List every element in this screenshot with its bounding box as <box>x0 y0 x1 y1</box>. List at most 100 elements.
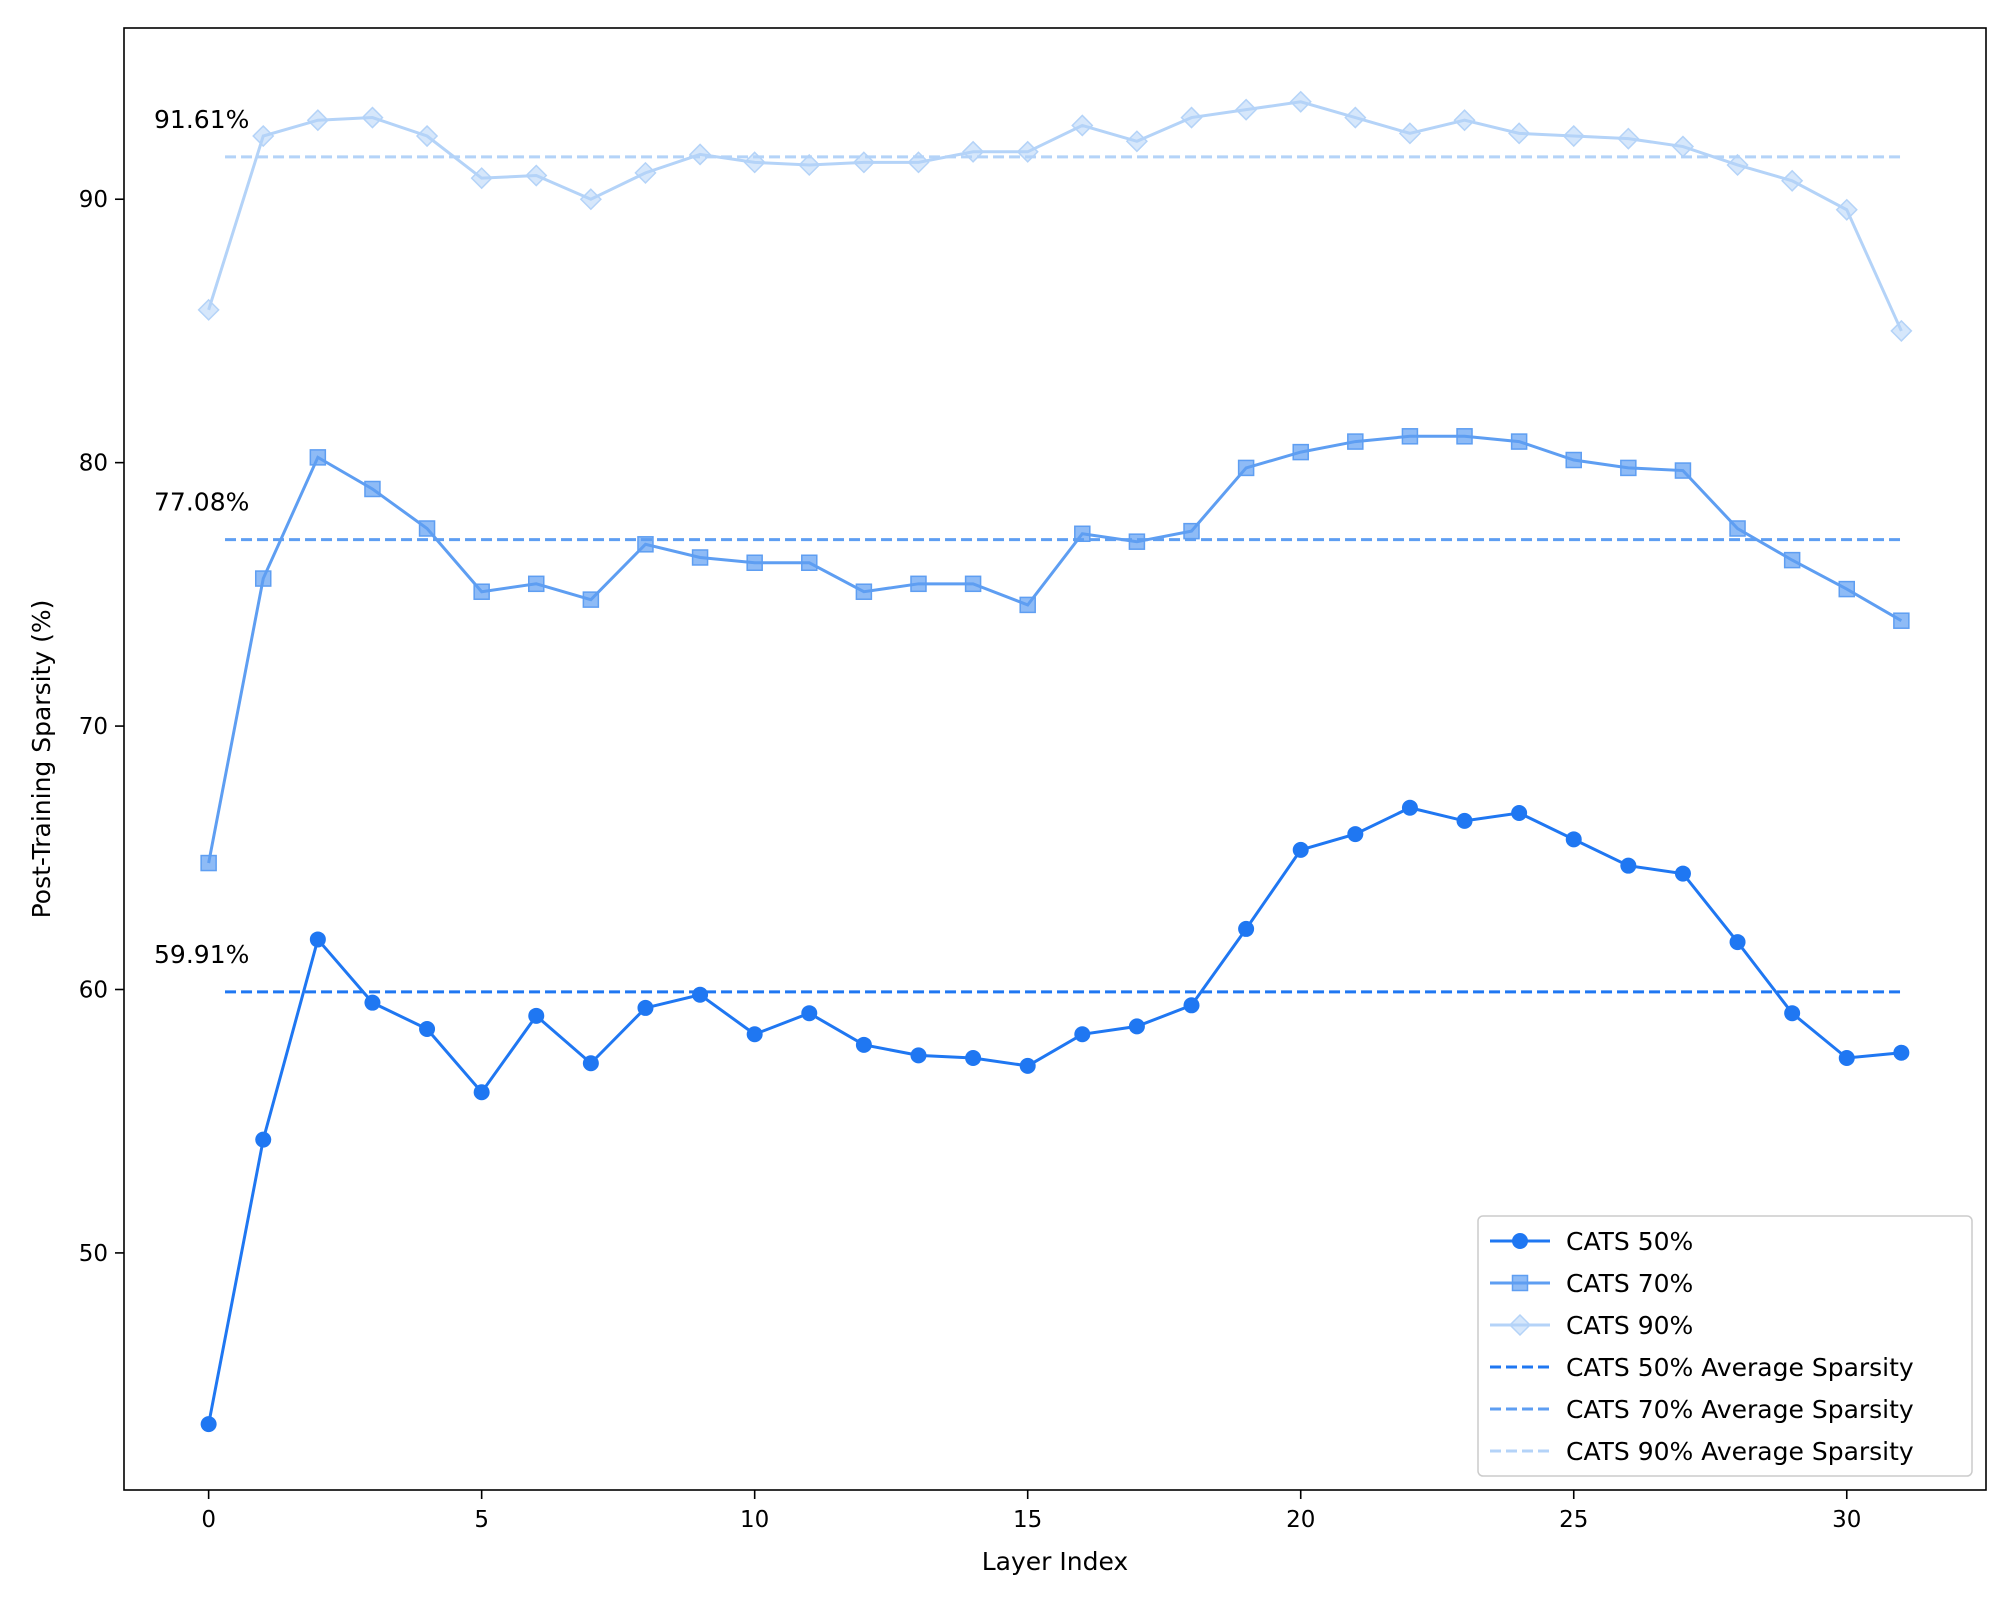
series-cats-70-point <box>1347 433 1364 450</box>
series-cats-70-point <box>309 449 327 466</box>
legend-item: CATS 90% <box>1490 1311 1693 1340</box>
series-cats-70-point <box>1019 596 1036 614</box>
series-cats-90-point <box>798 153 821 177</box>
series-cats-90-point <box>1671 135 1695 158</box>
y-tick-label: 90 <box>79 187 108 213</box>
series-cats-90-point <box>1453 109 1476 132</box>
series-cats-70-point <box>200 854 217 872</box>
axes: 0 5 10 15 20 25 30 50 60 70 80 90 <box>79 27 1987 1533</box>
y-tick-label: 80 <box>79 451 108 477</box>
series-cats-50-point <box>910 1047 927 1064</box>
series-cats-50-point <box>1401 799 1418 816</box>
series-cats-70-point <box>1401 428 1419 445</box>
x-tick-label: 20 <box>1286 1507 1315 1533</box>
series-cats-90-point <box>1344 106 1367 129</box>
series-cats-90-point <box>1508 122 1531 145</box>
y-tick-label: 50 <box>79 1241 108 1267</box>
series-cats-70-point <box>528 575 545 593</box>
series-cats-70-point <box>1128 533 1146 550</box>
series-cats-50-point <box>746 1026 763 1043</box>
x-tick-label: 15 <box>1013 1507 1042 1533</box>
series-cats-50-point <box>1347 826 1364 843</box>
legend-label: CATS 50% Average Sparsity <box>1566 1353 1914 1382</box>
series-cats-50-point <box>1074 1026 1091 1043</box>
y-tick-label: 60 <box>79 977 108 1003</box>
series-cats-70-point <box>691 549 709 566</box>
legend: CATS 50% CATS 70% CATS 90% CATS 50% Average… <box>1477 1215 1973 1477</box>
series-cats-50-point <box>309 931 326 948</box>
series-cats-70-point <box>910 575 927 593</box>
series-cats-50-point <box>1128 1018 1145 1035</box>
series-cats-90-point <box>252 124 275 148</box>
series-cats-50-point <box>473 1084 490 1101</box>
series-cats-90-point <box>1617 127 1640 150</box>
series-cats-50-point <box>528 1007 545 1024</box>
y-axis-label: Post-Training Sparsity (%) <box>27 600 56 919</box>
average-annotation-3: 91.61% <box>154 105 249 134</box>
legend-marker <box>1511 1274 1529 1292</box>
series-cats-70-point <box>1510 433 1528 450</box>
series-cats-70-point <box>364 480 381 498</box>
x-tick-label: 5 <box>474 1507 489 1533</box>
series-cats-50-point <box>582 1055 599 1072</box>
series-cats-90-point <box>525 164 548 187</box>
series-cats-50-point <box>637 999 654 1016</box>
series-cats-90-point <box>634 161 657 184</box>
series-cats-90-point <box>306 109 329 132</box>
series-cats-70-point <box>582 591 600 608</box>
series-cats-90-point <box>1398 122 1421 145</box>
average-annotation-1: 59.91% <box>154 940 249 969</box>
series-cats-50-point <box>801 1005 818 1022</box>
series-cats-70-point <box>418 520 436 537</box>
series-cats-70-point <box>254 570 272 587</box>
series-cats-50-point <box>1729 934 1746 951</box>
legend-label: CATS 90% Average Sparsity <box>1566 1437 1914 1466</box>
series-cats-70-line <box>207 434 1903 864</box>
series-cats-50-point <box>1838 1049 1855 1066</box>
legend-item: CATS 50% Average Sparsity <box>1490 1353 1914 1382</box>
series-cats-50-point <box>1565 831 1582 848</box>
series-cats-70-point <box>1674 462 1692 479</box>
x-axis-label: Layer Index <box>982 1547 1128 1576</box>
series-cats-90-point <box>361 106 384 129</box>
legend-item: CATS 70% <box>1490 1269 1693 1298</box>
legend-marker <box>1512 1233 1528 1249</box>
series-cats-70-point <box>964 575 982 593</box>
x-tick-label: 0 <box>201 1507 216 1533</box>
series-cats-90-point <box>1289 90 1312 113</box>
series-cats-90-point <box>197 298 220 321</box>
series-cats-90-point <box>579 188 602 211</box>
series-cats-70-point <box>1838 580 1856 598</box>
series-cats-90-point <box>1016 140 1039 163</box>
series-cats-70-point <box>473 583 490 600</box>
plot-area: 59.91% 77.08% 91.61% <box>154 90 1913 1433</box>
series-cats-50-point <box>1674 865 1691 882</box>
series-cats-90-point <box>470 167 493 190</box>
average-annotation-2: 77.08% <box>154 488 249 517</box>
series-cats-90-point <box>962 140 985 163</box>
y-tick-label: 70 <box>79 714 108 740</box>
series-cats-50-point <box>855 1036 872 1053</box>
series-cats-50-point <box>419 1021 436 1038</box>
series-cats-90-point <box>1835 198 1858 221</box>
series-cats-90-point <box>743 151 766 174</box>
series-cats-70-point <box>1565 451 1582 469</box>
series-cats-50-point <box>1238 920 1255 937</box>
series-cats-50-point <box>1292 841 1309 858</box>
series-cats-50-point <box>1893 1044 1910 1061</box>
series-cats-50-point <box>1456 812 1473 829</box>
series-cats-70-point <box>1893 612 1910 629</box>
series-cats-90-point <box>1781 169 1804 192</box>
series-cats-90-point <box>689 143 712 166</box>
axes-frame <box>123 27 1987 1491</box>
x-tick-label: 25 <box>1559 1507 1588 1533</box>
series-cats-50-point <box>1183 997 1200 1014</box>
series-cats-90-point <box>415 124 439 148</box>
legend-label: CATS 70% <box>1566 1269 1693 1298</box>
series-cats-90-point <box>1890 319 1913 342</box>
series-cats-90-point <box>907 151 930 174</box>
series-cats-90-point <box>852 151 875 174</box>
series-cats-50-line <box>207 806 1902 1425</box>
legend-marker <box>1508 1313 1532 1337</box>
